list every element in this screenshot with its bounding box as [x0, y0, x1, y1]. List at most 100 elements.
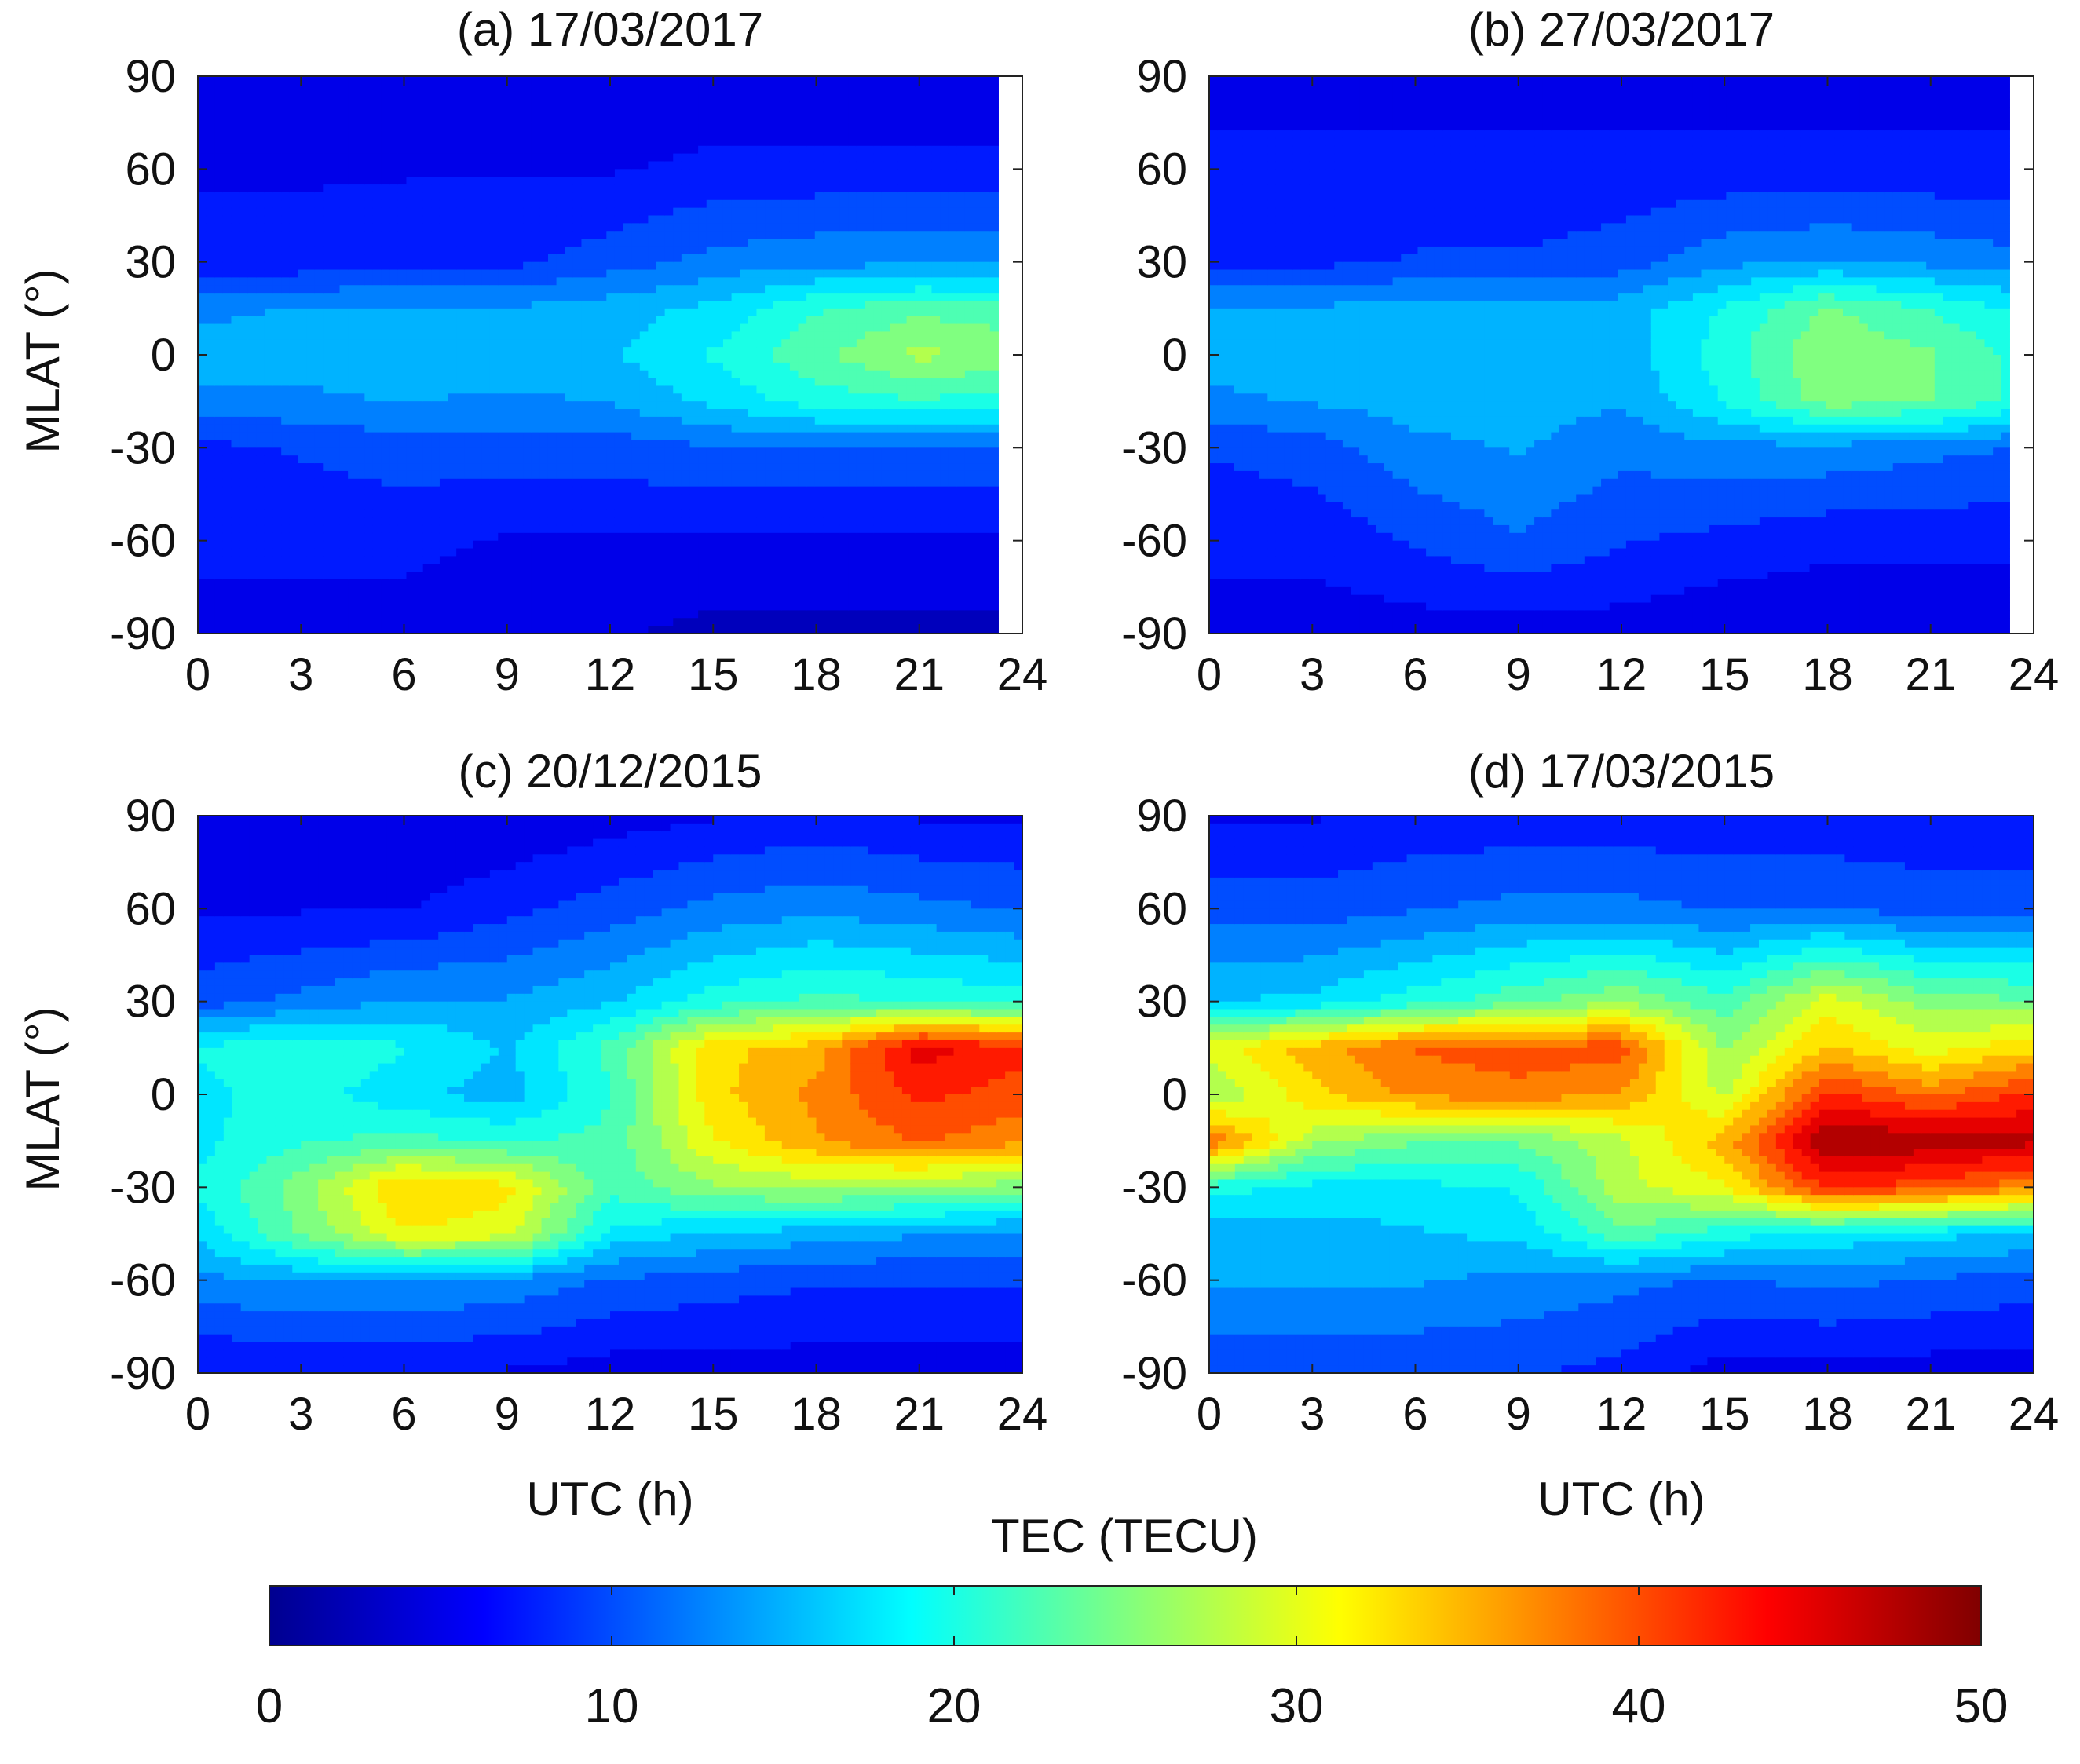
heatmap-cell	[389, 262, 398, 270]
heatmap-cell	[456, 433, 465, 440]
heatmap-cell	[707, 301, 715, 309]
heatmap-cell	[248, 549, 257, 557]
heatmap-cell	[748, 487, 757, 495]
heatmap-cell	[565, 393, 573, 401]
heatmap-cell	[239, 595, 248, 603]
heatmap-cell	[515, 371, 524, 378]
heatmap-cell	[548, 262, 557, 270]
heatmap-cell	[465, 595, 473, 603]
heatmap-cell	[615, 502, 623, 509]
heatmap-cell	[423, 277, 432, 285]
heatmap-cell	[557, 285, 565, 293]
heatmap-cell	[590, 138, 598, 146]
heatmap-cell	[306, 487, 315, 495]
heatmap-cell	[465, 316, 473, 324]
heatmap-cell	[723, 107, 732, 115]
heatmap-cell	[306, 76, 315, 84]
heatmap-cell	[373, 347, 382, 355]
heatmap-cell	[373, 378, 382, 386]
heatmap-cell	[765, 378, 773, 386]
heatmap-cell	[548, 549, 557, 557]
heatmap-cell	[698, 495, 707, 502]
heatmap-cell	[773, 184, 782, 192]
heatmap-cell	[598, 378, 607, 386]
heatmap-cell	[773, 115, 782, 122]
heatmap-cell	[290, 262, 298, 270]
heatmap-cell	[598, 479, 607, 487]
heatmap-cell	[373, 495, 382, 502]
heatmap-cell	[440, 169, 448, 177]
heatmap-cell	[515, 262, 524, 270]
heatmap-cell	[256, 525, 265, 533]
heatmap-cell	[298, 556, 306, 564]
heatmap-cell	[431, 471, 440, 479]
heatmap-cell	[723, 76, 732, 84]
heatmap-cell	[756, 339, 765, 347]
heatmap-cell	[748, 495, 757, 502]
heatmap-cell	[415, 146, 423, 154]
heatmap-cell	[406, 331, 415, 339]
heatmap-cell	[665, 254, 674, 262]
heatmap-cell	[331, 192, 340, 200]
heatmap-cell	[382, 595, 390, 603]
heatmap-cell	[557, 122, 565, 130]
heatmap-cell	[740, 618, 748, 626]
heatmap-cell	[557, 495, 565, 502]
heatmap-cell	[298, 161, 306, 169]
heatmap-cell	[740, 216, 748, 224]
heatmap-cell	[490, 378, 499, 386]
heatmap-cell	[214, 618, 223, 626]
heatmap-cell	[573, 285, 582, 293]
heatmap-cell	[723, 533, 732, 541]
heatmap-cell	[231, 161, 239, 169]
panel-a-title: (a) 17/03/2017	[457, 3, 763, 56]
heatmap-cell	[323, 509, 331, 517]
heatmap-cell	[698, 378, 707, 386]
heatmap-cell	[673, 463, 682, 471]
heatmap-cell	[231, 595, 239, 603]
heatmap-cell	[615, 587, 623, 595]
heatmap-cell	[732, 277, 740, 285]
heatmap-cell	[673, 154, 682, 162]
heatmap-cell	[315, 618, 324, 626]
heatmap-cell	[239, 161, 248, 169]
heatmap-cell	[373, 417, 382, 425]
heatmap-cell	[248, 184, 257, 192]
heatmap-cell	[557, 363, 565, 371]
heatmap-cell	[539, 417, 548, 425]
heatmap-cell	[415, 610, 423, 618]
heatmap-cell	[573, 541, 582, 549]
heatmap-cell	[431, 363, 440, 371]
heatmap-cell	[689, 579, 698, 587]
heatmap-cell	[565, 100, 573, 108]
heatmap-cell	[698, 610, 707, 618]
heatmap-cell	[532, 92, 540, 100]
heatmap-cell	[565, 425, 573, 433]
heatmap-cell	[515, 154, 524, 162]
heatmap-cell	[656, 579, 665, 587]
heatmap-cell	[606, 161, 615, 169]
heatmap-cell	[298, 122, 306, 130]
heatmap-cell	[590, 115, 598, 122]
heatmap-cell	[665, 231, 674, 239]
heatmap-cell	[598, 138, 607, 146]
heatmap-cell	[557, 393, 565, 401]
heatmap-cell	[606, 115, 615, 122]
heatmap-cell	[539, 247, 548, 254]
heatmap-cell	[532, 169, 540, 177]
heatmap-cell	[373, 115, 382, 122]
heatmap-cell	[207, 122, 215, 130]
heatmap-cell	[515, 549, 524, 557]
heatmap-cell	[298, 603, 306, 611]
heatmap-cell	[490, 177, 499, 184]
heatmap-cell	[306, 517, 315, 525]
heatmap-cell	[581, 138, 590, 146]
heatmap-cell	[523, 92, 532, 100]
heatmap-cell	[364, 301, 373, 309]
heatmap-cell	[715, 610, 723, 618]
heatmap-cell	[557, 146, 565, 154]
heatmap-cell	[315, 433, 324, 440]
heatmap-cell	[615, 347, 623, 355]
heatmap-cell	[281, 231, 290, 239]
heatmap-cell	[490, 115, 499, 122]
